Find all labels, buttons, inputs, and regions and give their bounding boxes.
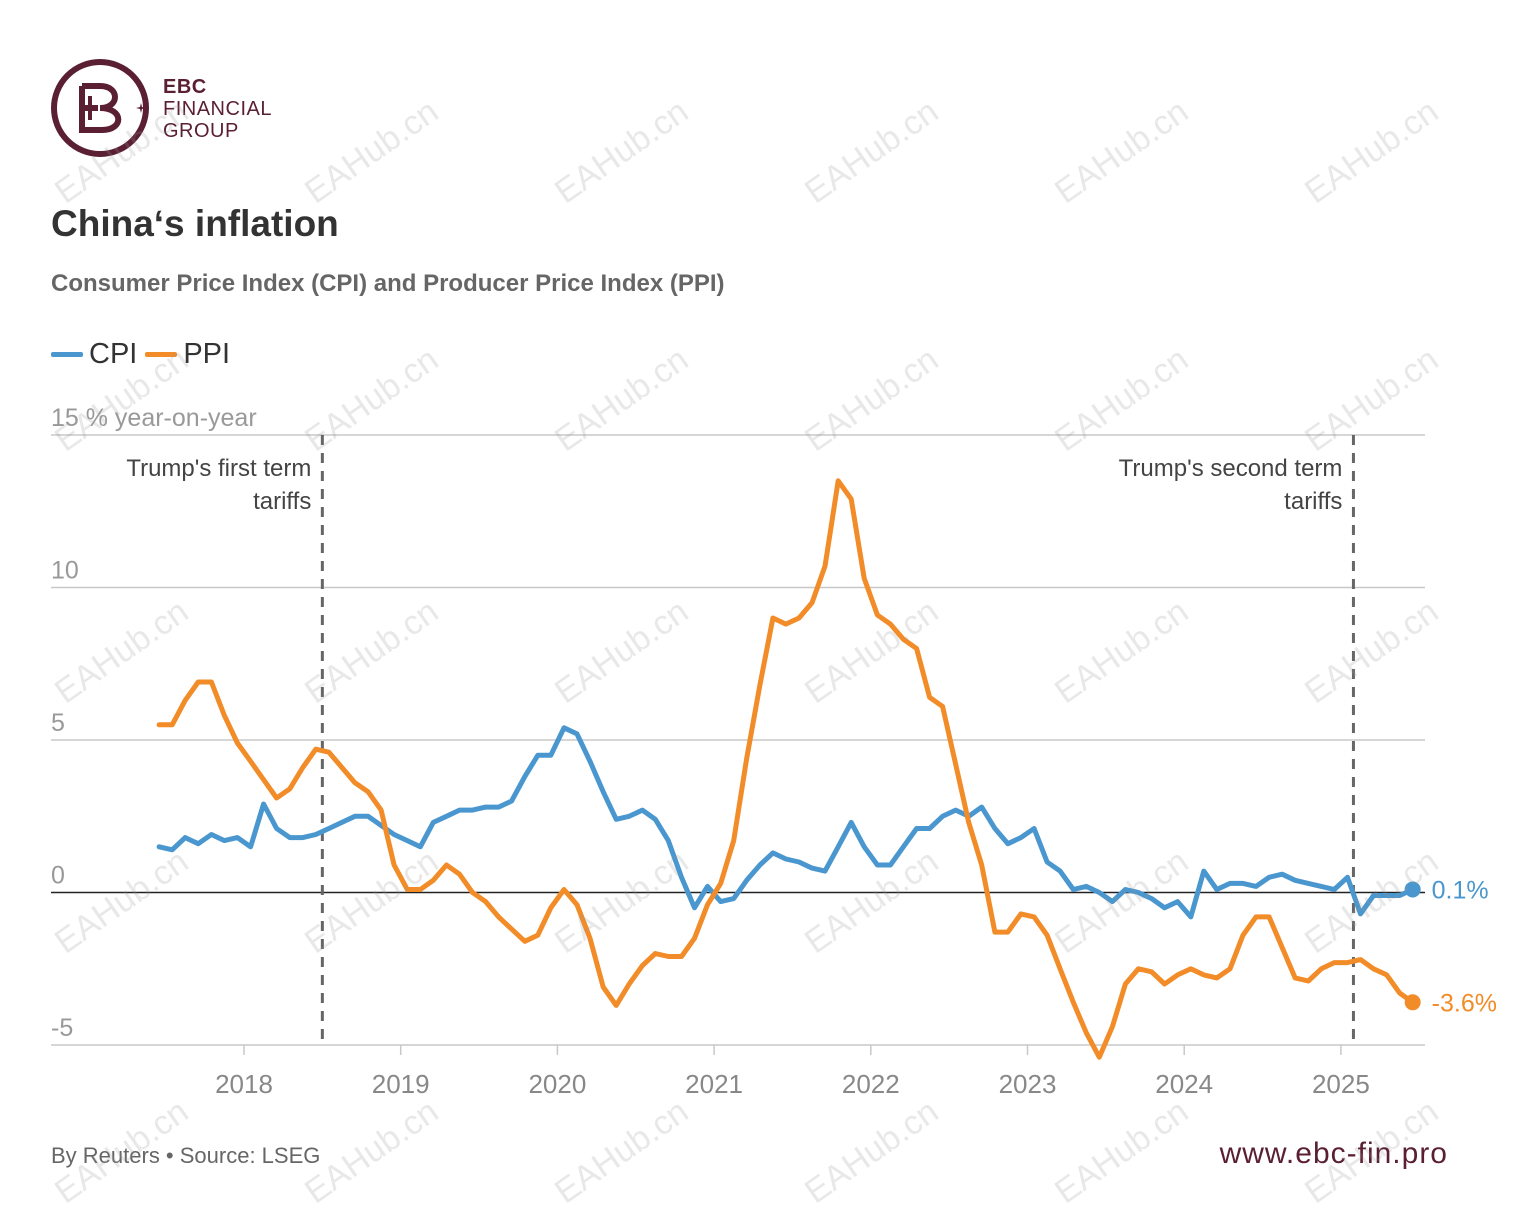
series-end-label-cpi: 0.1% (1432, 876, 1489, 904)
x-tick-label: 2022 (842, 1069, 900, 1099)
brand-line-3: GROUP (163, 120, 239, 142)
y-tick-label: 5 (51, 709, 65, 737)
x-tick-label: 2018 (215, 1069, 273, 1099)
legend-item-ppi: PPI (145, 338, 230, 371)
legend-swatch-ppi (145, 351, 178, 357)
y-axis-label: 15 % year-on-year (51, 404, 257, 432)
brand-line-1: EBC (163, 76, 207, 98)
legend-label-cpi: CPI (89, 337, 138, 370)
x-tick-label: 2023 (999, 1069, 1057, 1099)
ebc-logo-icon (51, 59, 149, 157)
chart-title: China‘s inflation (51, 203, 339, 244)
x-tick-label: 2021 (685, 1069, 743, 1099)
y-tick-label: 10 (51, 557, 79, 585)
series-line-ppi (156, 478, 1416, 1060)
series-line-cpi (156, 725, 1416, 920)
x-tick-label: 2024 (1155, 1069, 1213, 1099)
x-tick-label: 2020 (528, 1069, 586, 1099)
y-tick-label: 0 (51, 862, 65, 890)
annotation-text-1: tariffs (253, 488, 311, 515)
legend-item-cpi: CPI (51, 338, 137, 371)
source-credit: By Reuters • Source: LSEG (51, 1143, 321, 1168)
x-tick-label: 2025 (1312, 1069, 1370, 1099)
annotation-text-1: Trump's first term (126, 455, 311, 482)
chart-subtitle: Consumer Price Index (CPI) and Producer … (51, 270, 725, 297)
series-endpoint-cpi (1404, 881, 1421, 898)
series-endpoint-ppi (1404, 994, 1421, 1011)
brand-name: EBC FINANCIAL GROUP (163, 76, 272, 142)
chart-legend: CPI PPI (51, 336, 238, 372)
brand-logo: EBC FINANCIAL GROUP (50, 58, 290, 158)
annotation-text-2: Trump's second term (1119, 455, 1343, 482)
annotation-text-2: tariffs (1284, 488, 1342, 515)
series-end-label-ppi: -3.6% (1432, 989, 1497, 1017)
x-tick-label: 2019 (372, 1069, 430, 1099)
website-link[interactable]: www.ebc-fin.pro (1219, 1137, 1448, 1170)
legend-swatch-cpi (51, 351, 83, 357)
brand-line-2: FINANCIAL (163, 98, 272, 120)
legend-label-ppi: PPI (183, 337, 231, 370)
y-tick-label: -5 (51, 1014, 73, 1042)
